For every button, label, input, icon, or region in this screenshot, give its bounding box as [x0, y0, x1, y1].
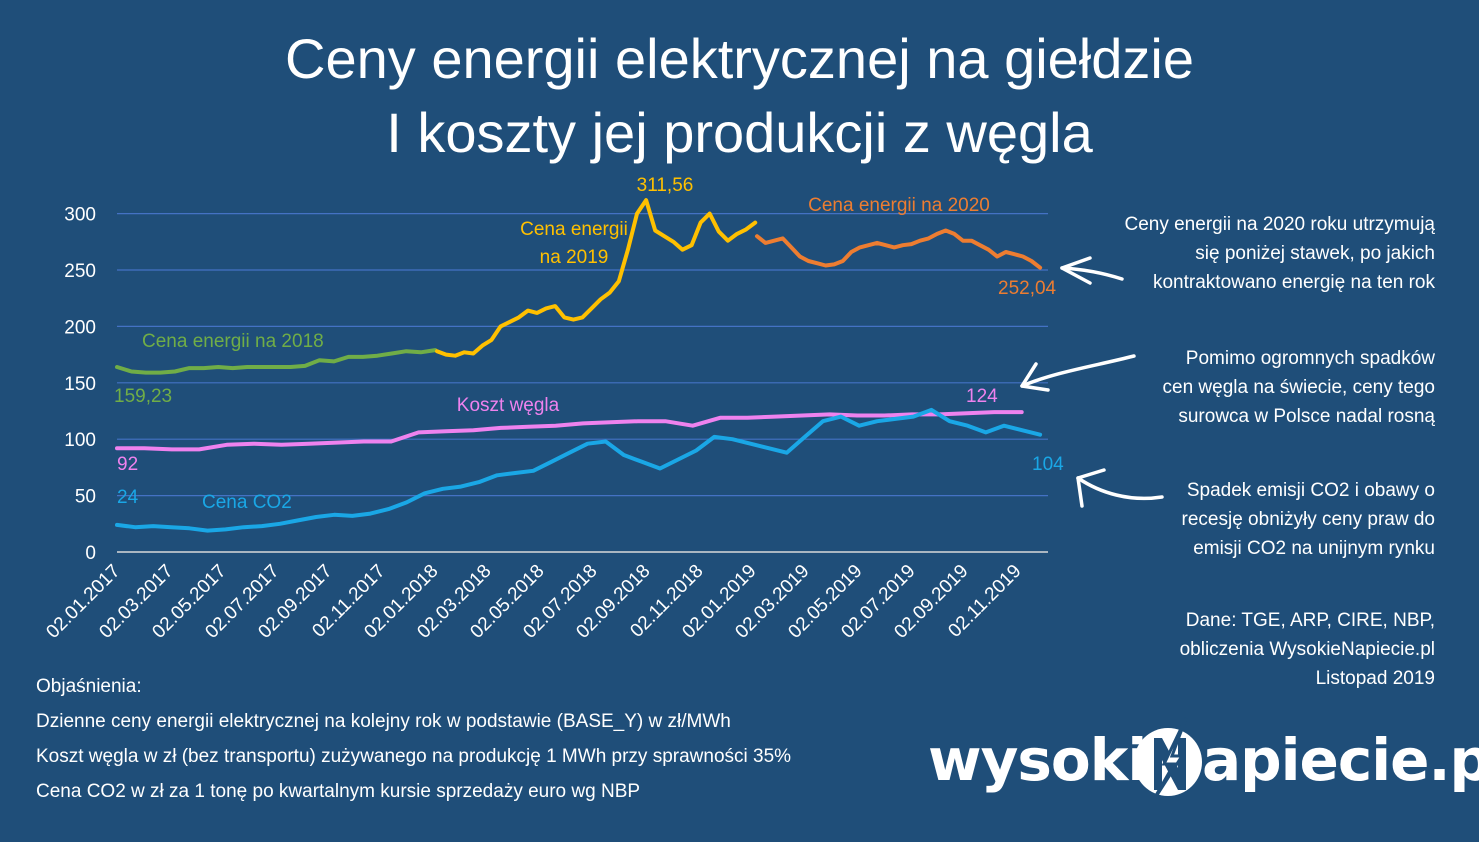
source-line: Listopad 2019 — [1315, 668, 1435, 689]
series-label: Cena energii na 2020 — [808, 195, 990, 216]
arrow-shaft — [1060, 266, 1124, 281]
series-line — [115, 410, 1024, 452]
y-tick-label: 100 — [64, 430, 96, 451]
data-source: Dane: TGE, ARP, CIRE, NBP, obliczenia Wy… — [1180, 606, 1435, 693]
note-line: Spadek emisji CO2 i obawy o — [1186, 480, 1435, 501]
arrow-head — [1076, 468, 1106, 508]
source-line: Dane: TGE, ARP, CIRE, NBP, — [1185, 610, 1435, 631]
source-line: obliczenia WysokieNapiecie.pl — [1179, 639, 1435, 660]
y-tick-label: 150 — [64, 374, 96, 395]
logo-text-napiecie: apiecie.pl — [1202, 726, 1479, 794]
series-line — [115, 407, 1043, 533]
note-co2: Spadek emisji CO2 i obawy o recesję obni… — [1182, 476, 1435, 563]
series-label: na 2019 — [540, 247, 609, 268]
chart-title-line1: Ceny energii elektrycznej na giełdzie — [285, 27, 1194, 90]
explanation-co2: Cena CO2 w zł za 1 tonę po kwartalnym ku… — [36, 781, 641, 802]
data-label: 252,04 — [998, 278, 1057, 299]
arrow-shaft — [1020, 354, 1136, 388]
note-line: Pomimo ogromnych spadków — [1185, 348, 1435, 369]
y-tick-label: 50 — [75, 487, 96, 508]
series-label: Koszt węgla — [457, 395, 560, 416]
arrow-head — [1060, 256, 1092, 285]
series-label: Cena energii — [520, 219, 628, 240]
explanations-heading: Objaśnienia: — [36, 676, 142, 697]
note-line: emisji CO2 na unijnym rynku — [1193, 538, 1435, 559]
y-tick-label: 200 — [64, 317, 96, 338]
note-coal: Pomimo ogromnych spadków cen węgla na św… — [1163, 344, 1436, 431]
note-energy-2020: Ceny energii na 2020 roku utrzymują się … — [1124, 210, 1435, 297]
explanations: Objaśnienia: Dzienne ceny energii elektr… — [36, 676, 791, 816]
arrow-head — [1020, 362, 1050, 392]
explanation-energy: Dzienne ceny energii elektrycznej na kol… — [36, 711, 731, 732]
series-label: Cena energii na 2018 — [142, 331, 324, 352]
note-line: surowca w Polsce nadal rosną — [1178, 406, 1435, 427]
data-label: 159,23 — [114, 386, 172, 407]
data-label: 311,56 — [637, 175, 694, 196]
note-line: cen węgla na świecie, ceny tego — [1162, 377, 1436, 398]
note-line: się poniżej stawek, po jakich — [1195, 243, 1435, 264]
arrow-shaft — [1076, 476, 1164, 501]
series-line — [435, 198, 758, 358]
note-line: kontraktowano energię na ten rok — [1152, 272, 1435, 293]
series-line — [115, 348, 438, 375]
explanation-coal: Koszt węgla w zł (bez transportu) zużywa… — [36, 746, 792, 767]
logo: wysokie apiecie.pl — [928, 716, 1479, 806]
series-label: Cena CO2 — [202, 492, 292, 513]
y-tick-label: 250 — [64, 261, 96, 282]
y-tick-label: 300 — [64, 205, 96, 226]
series-line — [755, 228, 1043, 270]
lightning-n-icon — [1134, 717, 1202, 806]
y-tick-label: 0 — [85, 543, 96, 564]
note-line: recesję obniżyły ceny praw do — [1181, 509, 1435, 530]
chart-title-line2: I koszty jej produkcji z węgla — [386, 101, 1093, 164]
note-line: Ceny energii na 2020 roku utrzymują — [1124, 214, 1435, 235]
data-label: 92 — [117, 454, 138, 475]
data-label: 124 — [966, 386, 998, 407]
data-label: 24 — [117, 487, 139, 508]
data-label: 104 — [1032, 454, 1064, 475]
